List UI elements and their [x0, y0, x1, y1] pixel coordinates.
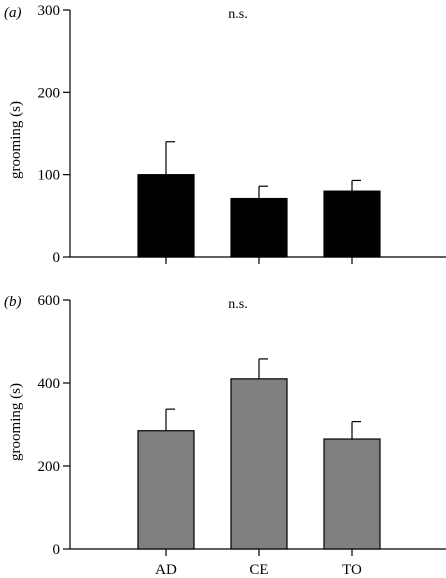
panel-b-category-label-ce: CE	[249, 562, 268, 578]
panel-b: (b) n.s. grooming (s) 0 200 400 600 AD CE TO	[4, 293, 446, 578]
panel-b-bar-ad	[137, 430, 195, 550]
panel-a-label: (a)	[4, 5, 22, 21]
panel-a-ytick-label: 100	[38, 168, 61, 184]
panel-b-category-label-to: TO	[342, 562, 362, 578]
panel-b-label: (b)	[4, 294, 22, 310]
panel-b-ytick-label: 0	[53, 542, 61, 558]
panel-a-ylabel: grooming (s)	[8, 101, 24, 179]
panel-b-bar-to	[323, 438, 381, 550]
panel-b-ytick-label: 200	[38, 459, 61, 475]
panel-b-ytick-label: 400	[38, 376, 61, 392]
panel-b-ytick-label: 600	[38, 293, 61, 309]
panel-b-bar-ce	[230, 378, 288, 550]
panel-b-category-label-ad: AD	[155, 562, 177, 578]
panel-a-annotation: n.s.	[228, 7, 247, 22]
panel-a-bar-to	[323, 190, 381, 258]
panel-b-annotation: n.s.	[228, 297, 247, 312]
panel-a-ytick-label: 300	[38, 3, 61, 19]
panel-a-ytick-label: 0	[53, 250, 61, 266]
panel-a-bar-ad	[137, 174, 195, 258]
panel-a-ytick-label: 200	[38, 85, 61, 101]
panel-b-ylabel: grooming (s)	[8, 383, 24, 461]
panel-a: (a) n.s. grooming (s) 0 100 200 300	[4, 3, 446, 266]
panel-a-bar-ce	[230, 197, 288, 258]
